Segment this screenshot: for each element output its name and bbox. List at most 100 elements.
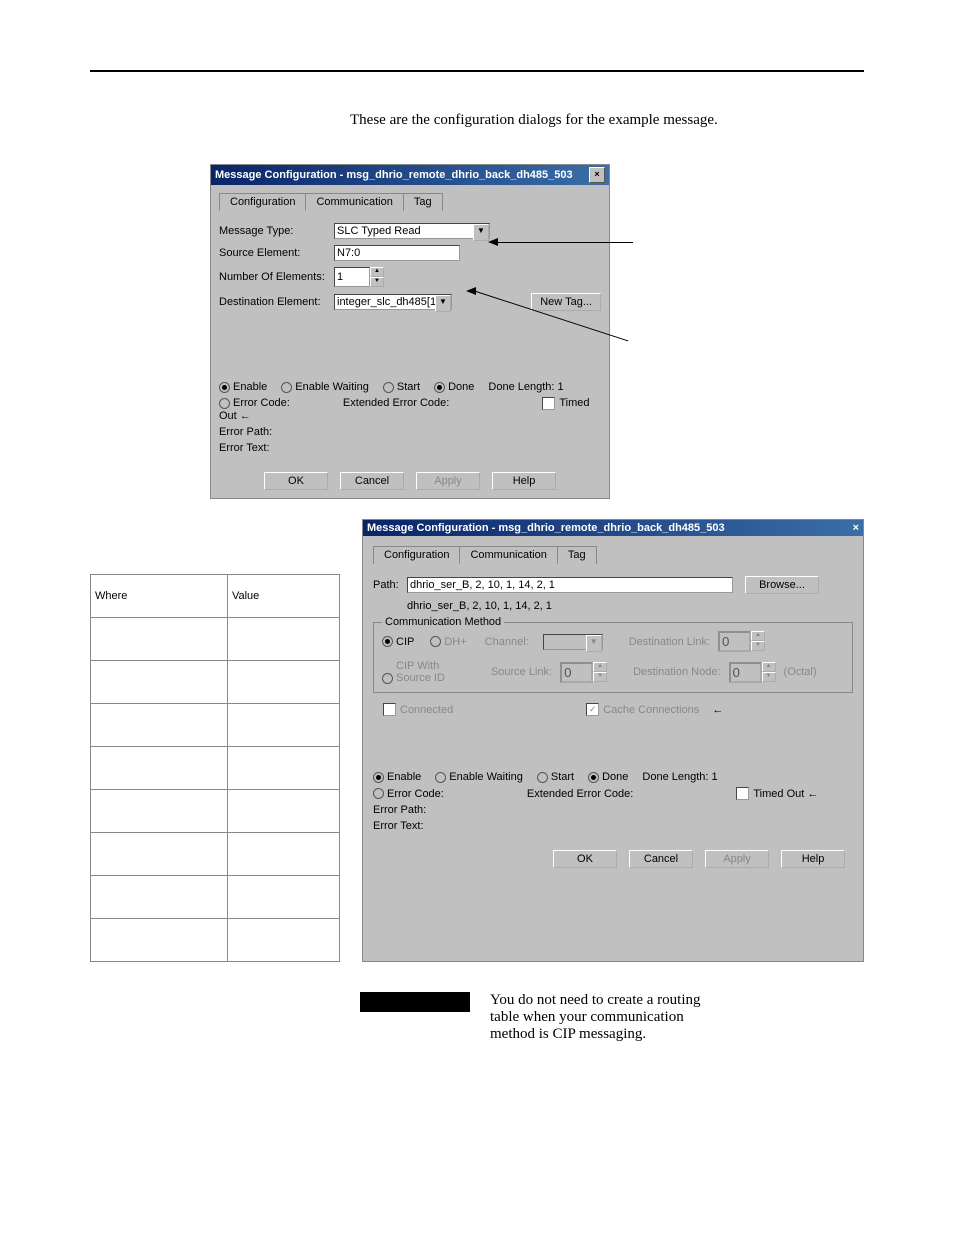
cip-source-id-radio[interactable]: CIP WithSource ID bbox=[382, 660, 445, 684]
ok-button[interactable]: OK bbox=[264, 472, 328, 490]
dest-node-label: Destination Node: bbox=[633, 666, 720, 678]
cip-radio[interactable]: CIP bbox=[382, 636, 414, 648]
error-text: Error Text: bbox=[373, 820, 853, 832]
table-cell bbox=[227, 790, 339, 833]
path-description-table: WhereValue bbox=[90, 574, 340, 962]
titlebar: Message Configuration - msg_dhrio_remote… bbox=[211, 165, 609, 185]
arrow-left-icon: ← bbox=[712, 704, 723, 716]
apply-button[interactable]: Apply bbox=[705, 850, 769, 868]
divider bbox=[90, 70, 864, 72]
message-type-value[interactable] bbox=[334, 223, 490, 239]
table-cell bbox=[227, 747, 339, 790]
source-element-input[interactable] bbox=[334, 245, 460, 261]
num-elements-spinner[interactable]: ▲▼ bbox=[334, 267, 384, 287]
enable-status: Enable bbox=[219, 381, 267, 393]
close-icon[interactable]: × bbox=[853, 522, 859, 534]
source-link-spinner: ▲▼ bbox=[560, 662, 607, 683]
arrowhead-icon bbox=[488, 238, 498, 246]
cancel-button[interactable]: Cancel bbox=[629, 850, 693, 868]
tab-tag[interactable]: Tag bbox=[403, 193, 443, 211]
table-cell bbox=[227, 919, 339, 962]
timed-out: Timed Out ← bbox=[736, 788, 818, 800]
path-label: Path: bbox=[373, 579, 407, 591]
apply-button[interactable]: Apply bbox=[416, 472, 480, 490]
intro-text: These are the configuration dialogs for … bbox=[350, 112, 864, 129]
tab-tag[interactable]: Tag bbox=[557, 546, 597, 564]
chevron-down-icon[interactable]: ▼ bbox=[473, 224, 489, 241]
ext-error-code: Extended Error Code: bbox=[527, 788, 633, 800]
tip-text: You do not need to create a routing tabl… bbox=[490, 992, 730, 1043]
table-cell bbox=[227, 661, 339, 704]
arrow-line bbox=[498, 242, 633, 243]
table-cell bbox=[227, 833, 339, 876]
ok-button[interactable]: OK bbox=[553, 850, 617, 868]
message-type-select[interactable]: ▼ bbox=[334, 223, 490, 239]
error-code-status: Error Code: bbox=[219, 397, 290, 409]
path-input[interactable] bbox=[407, 577, 733, 593]
table-header: Where bbox=[91, 575, 228, 618]
tip-label-box bbox=[360, 992, 470, 1012]
table-cell bbox=[227, 618, 339, 661]
start-status: Start bbox=[537, 771, 574, 783]
dest-element-label: Destination Element: bbox=[219, 296, 334, 308]
spinner-down-icon[interactable]: ▼ bbox=[370, 277, 384, 287]
titlebar: Message Configuration - msg_dhrio_remote… bbox=[363, 520, 863, 536]
error-path: Error Path: bbox=[219, 426, 601, 438]
close-icon[interactable]: × bbox=[589, 167, 605, 183]
error-path: Error Path: bbox=[373, 804, 853, 816]
num-elements-input[interactable] bbox=[334, 267, 370, 287]
spinner-up-icon[interactable]: ▲ bbox=[370, 267, 384, 277]
error-code-status: Error Code: bbox=[373, 788, 444, 800]
done-status: Done bbox=[588, 771, 628, 783]
msg-config-dialog-2: Message Configuration - msg_dhrio_remote… bbox=[362, 519, 864, 962]
error-text: Error Text: bbox=[219, 442, 601, 454]
tab-configuration[interactable]: Configuration bbox=[219, 193, 306, 211]
start-status: Start bbox=[383, 381, 420, 393]
done-length: Done Length: 1 bbox=[642, 771, 717, 783]
table-cell bbox=[91, 919, 228, 962]
browse-button[interactable]: Browse... bbox=[745, 576, 819, 594]
msg-config-dialog-1: Message Configuration - msg_dhrio_remote… bbox=[210, 164, 610, 499]
arrowhead-icon bbox=[466, 287, 476, 295]
comm-method-legend: Communication Method bbox=[382, 616, 504, 628]
table-cell bbox=[227, 704, 339, 747]
table-cell bbox=[91, 876, 228, 919]
dest-link-spinner: ▲▼ bbox=[718, 631, 765, 652]
dest-element-select[interactable]: ▼ bbox=[334, 294, 452, 310]
source-link-label: Source Link: bbox=[491, 666, 552, 678]
enable-waiting-status: Enable Waiting bbox=[435, 771, 523, 783]
cache-connections-checkbox[interactable]: ✓Cache Connections bbox=[586, 704, 699, 716]
channel-select: ▼ bbox=[543, 634, 603, 650]
help-button[interactable]: Help bbox=[492, 472, 556, 490]
enable-waiting-status: Enable Waiting bbox=[281, 381, 369, 393]
ext-error-code: Extended Error Code: bbox=[343, 397, 449, 409]
comm-method-fieldset: Communication Method CIP DH+ Channel: ▼ … bbox=[373, 622, 853, 693]
tab-communication[interactable]: Communication bbox=[459, 546, 557, 564]
path-echo: dhrio_ser_B, 2, 10, 1, 14, 2, 1 bbox=[407, 600, 853, 612]
chevron-down-icon: ▼ bbox=[586, 635, 602, 652]
dest-node-spinner: ▲▼ bbox=[729, 662, 776, 683]
table-header: Value bbox=[227, 575, 339, 618]
done-length: Done Length: 1 bbox=[488, 381, 563, 393]
table-cell bbox=[91, 747, 228, 790]
dest-link-label: Destination Link: bbox=[629, 636, 710, 648]
table-cell bbox=[91, 833, 228, 876]
dialog-title: Message Configuration - msg_dhrio_remote… bbox=[367, 522, 725, 534]
table-cell bbox=[91, 790, 228, 833]
connected-checkbox[interactable]: Connected bbox=[383, 704, 453, 716]
new-tag-button[interactable]: New Tag... bbox=[531, 293, 601, 311]
done-status: Done bbox=[434, 381, 474, 393]
enable-status: Enable bbox=[373, 771, 421, 783]
source-element-label: Source Element: bbox=[219, 247, 334, 259]
table-cell bbox=[227, 876, 339, 919]
chevron-down-icon[interactable]: ▼ bbox=[435, 295, 451, 312]
cancel-button[interactable]: Cancel bbox=[340, 472, 404, 490]
tab-configuration[interactable]: Configuration bbox=[373, 546, 460, 564]
dialog-title: Message Configuration - msg_dhrio_remote… bbox=[215, 169, 573, 181]
table-cell bbox=[91, 704, 228, 747]
dhp-radio[interactable]: DH+ bbox=[430, 636, 466, 648]
message-type-label: Message Type: bbox=[219, 225, 334, 237]
tab-communication[interactable]: Communication bbox=[305, 193, 403, 211]
channel-label: Channel: bbox=[485, 636, 529, 648]
help-button[interactable]: Help bbox=[781, 850, 845, 868]
